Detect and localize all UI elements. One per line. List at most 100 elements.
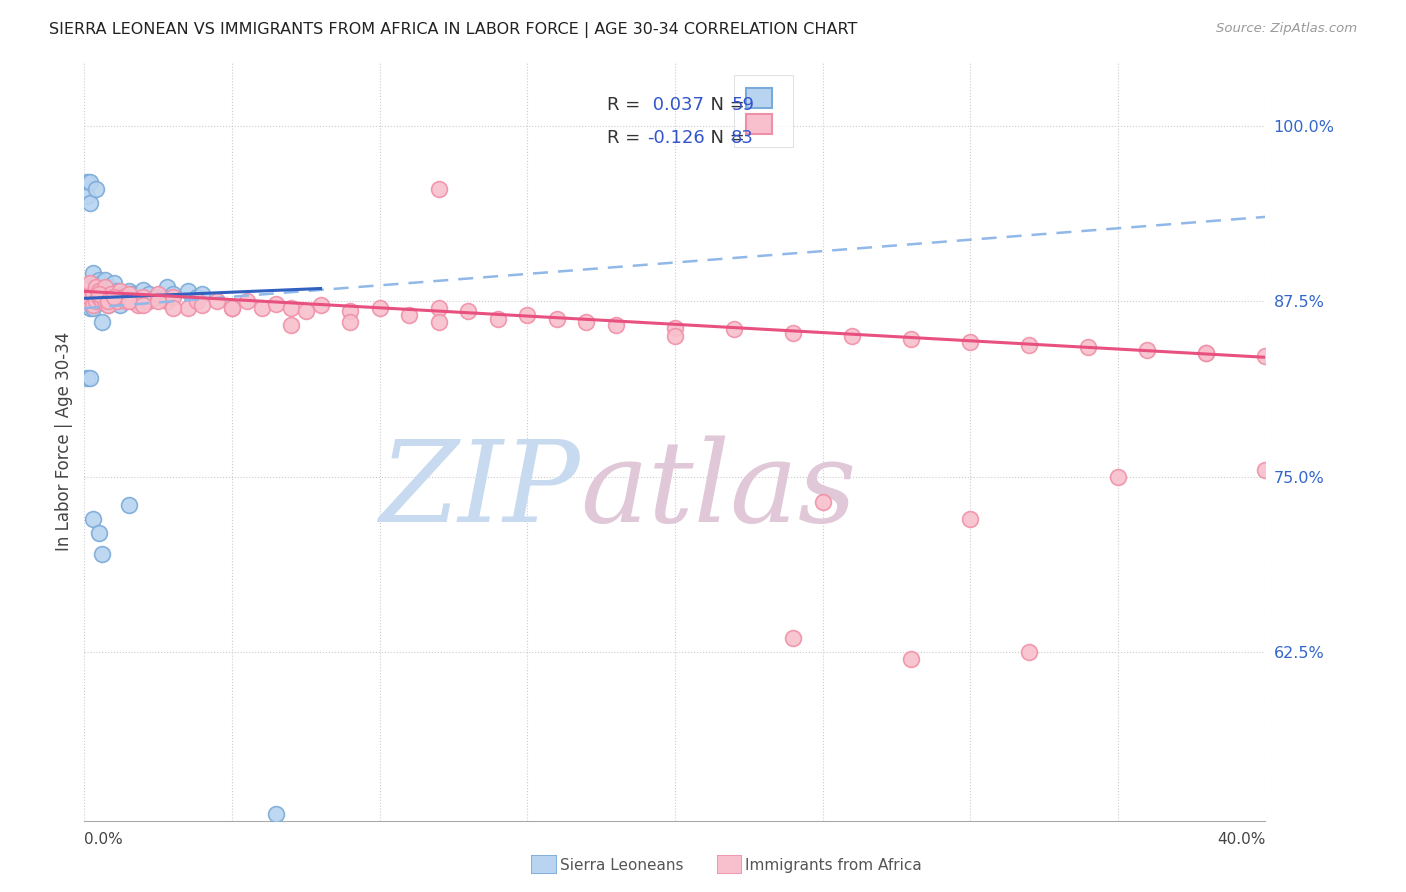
Point (91, 547, 114, 561)
Point (97, 290, 120, 304)
Point (79, 276, 101, 290)
Point (100, 287, 122, 301)
Point (782, 631, 804, 645)
Point (84, 287, 107, 301)
Point (1136, 343, 1159, 358)
Point (108, 285, 131, 299)
Point (427, 301, 450, 315)
Point (82, 294, 104, 309)
Point (79, 290, 101, 304)
Point (162, 301, 184, 315)
Point (723, 322, 745, 336)
Point (148, 287, 170, 301)
Point (103, 290, 125, 304)
Point (105, 294, 128, 309)
Point (103, 290, 125, 304)
Point (87, 287, 111, 301)
Point (959, 334, 981, 349)
Point (148, 290, 170, 304)
Text: R =: R = (607, 129, 647, 147)
Point (664, 329, 686, 343)
Point (97, 280, 120, 294)
Point (97, 298, 120, 312)
Point (91, 276, 114, 290)
Point (1107, 469, 1129, 483)
Point (108, 298, 131, 312)
Point (94, 273, 117, 287)
Point (87, 280, 111, 294)
Point (280, 301, 302, 315)
Point (900, 652, 922, 666)
Point (121, 287, 143, 301)
Point (79, 280, 101, 294)
Point (82, 298, 104, 312)
Point (1195, 346, 1218, 360)
Point (186, 290, 208, 304)
Point (82, 266, 104, 280)
Point (664, 320, 686, 334)
Point (94, 287, 117, 301)
Point (782, 326, 804, 341)
Point (156, 294, 179, 309)
Point (1077, 341, 1099, 355)
Point (105, 285, 128, 299)
Text: ZIP: ZIP (380, 435, 581, 546)
Point (118, 294, 141, 309)
Point (605, 318, 627, 332)
Point (82, 512, 104, 526)
Point (132, 290, 155, 304)
Point (100, 287, 122, 301)
Point (138, 294, 160, 309)
Point (111, 290, 134, 304)
Point (148, 294, 170, 309)
Point (97, 294, 120, 309)
Point (575, 315, 598, 329)
Text: Sierra Leoneans: Sierra Leoneans (560, 858, 683, 872)
Point (76, 371, 98, 385)
Point (1254, 462, 1277, 476)
Point (79, 195, 101, 210)
Point (76, 175, 98, 189)
Point (97, 290, 120, 304)
Point (84, 276, 107, 290)
Point (91, 287, 114, 301)
Point (76, 189, 98, 203)
Y-axis label: In Labor Force | Age 30-34: In Labor Force | Age 30-34 (55, 332, 73, 551)
Point (82, 287, 104, 301)
Point (87, 273, 111, 287)
Point (280, 318, 302, 332)
Text: 0.0%: 0.0% (84, 832, 124, 847)
Point (186, 294, 208, 309)
Point (84, 182, 107, 196)
Point (76, 294, 98, 309)
Point (79, 371, 101, 385)
Point (1018, 337, 1040, 351)
Point (266, 806, 288, 821)
Point (457, 304, 479, 318)
Point (368, 301, 391, 315)
Point (162, 287, 184, 301)
Point (87, 294, 111, 309)
Legend: , : , (734, 75, 793, 146)
Point (1018, 645, 1040, 659)
Point (177, 285, 200, 299)
Text: SIERRA LEONEAN VS IMMIGRANTS FROM AFRICA IN LABOR FORCE | AGE 30-34 CORRELATION : SIERRA LEONEAN VS IMMIGRANTS FROM AFRICA… (49, 22, 858, 38)
Point (111, 287, 134, 301)
Point (516, 308, 538, 322)
Point (79, 301, 101, 315)
Point (162, 290, 184, 304)
Point (114, 294, 136, 309)
Text: R =: R = (607, 96, 647, 114)
Point (339, 304, 361, 318)
Point (91, 315, 114, 329)
Point (76, 283, 98, 297)
Point (103, 290, 125, 304)
Point (103, 276, 125, 290)
Point (486, 312, 509, 326)
Point (156, 280, 179, 294)
Text: 0.037: 0.037 (647, 96, 704, 114)
Point (114, 290, 136, 304)
Point (1254, 349, 1277, 363)
Text: N =: N = (699, 129, 751, 147)
Point (959, 512, 981, 526)
